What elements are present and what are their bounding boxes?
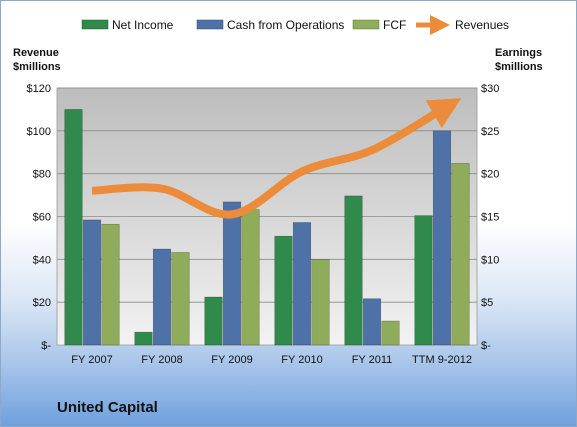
left-axis-ticks: $- $20 $40 $60 $80 $100 $120	[27, 83, 52, 352]
legend-label-fcf: FCF	[383, 18, 406, 32]
legend-swatch-fcf	[352, 19, 380, 30]
revenue-line	[91, 98, 462, 219]
bar-net-income	[344, 195, 363, 346]
category-label: FY 2010	[281, 354, 322, 366]
bar-cash-from-operations	[292, 222, 312, 346]
right-tick-label: $15	[481, 212, 499, 224]
category-label: FY 2007	[71, 354, 112, 366]
right-tick-label: $30	[481, 83, 499, 95]
category-labels: FY 2007 FY 2008 FY 2009 FY 2010 FY 2011 TTM 9…	[71, 354, 472, 366]
bars	[64, 109, 470, 346]
left-tick-label: $100	[27, 126, 51, 138]
legend-label-revenues: Revenues	[455, 18, 509, 32]
legend: Net Income Cash from Operations FCF Reve…	[81, 15, 509, 35]
left-axis-title-line1: Revenue	[13, 47, 59, 59]
left-tick-label: $80	[33, 169, 51, 181]
company-name: United Capital	[57, 399, 158, 416]
category-label: FY 2009	[211, 354, 252, 366]
right-tick-label: $25	[481, 126, 499, 138]
bar-fcf	[101, 223, 120, 346]
left-tick-label: $20	[33, 297, 51, 309]
bar-fcf	[381, 320, 400, 346]
legend-label-cash-from-operations: Cash from Operations	[227, 18, 344, 32]
right-axis-ticks: $- $5 $10 $15 $20 $25 $30	[481, 83, 499, 352]
legend-label-net-income: Net Income	[112, 18, 174, 32]
bar-cash-from-operations	[362, 298, 382, 346]
right-axis-title-line2: $millions	[495, 61, 543, 73]
left-tick-label: $-	[41, 340, 51, 352]
bar-fcf	[171, 252, 190, 346]
bar-cash-from-operations	[82, 219, 102, 346]
category-label: FY 2008	[141, 354, 182, 366]
bar-net-income	[204, 296, 223, 346]
legend-swatch-cash-from-operations	[196, 19, 224, 30]
revenue-line-group	[91, 98, 462, 219]
right-tick-label: $10	[481, 254, 499, 266]
left-tick-label: $60	[33, 212, 51, 224]
bar-net-income	[134, 331, 153, 346]
bar-fcf	[241, 209, 260, 346]
bar-net-income	[64, 109, 83, 346]
left-tick-label: $120	[27, 83, 51, 95]
category-label: TTM 9-2012	[412, 354, 472, 366]
bar-net-income	[414, 215, 433, 346]
left-axis-title-line2: $millions	[13, 61, 61, 73]
bar-net-income	[274, 235, 293, 346]
right-tick-label: $5	[481, 297, 493, 309]
right-tick-label: $-	[481, 340, 491, 352]
right-tick-label: $20	[481, 169, 499, 181]
bar-cash-from-operations	[432, 130, 452, 346]
bar-fcf	[451, 163, 470, 346]
bar-cash-from-operations	[152, 248, 172, 346]
bar-cash-from-operations	[222, 201, 242, 346]
left-tick-label: $40	[33, 254, 51, 266]
legend-swatch-net-income	[81, 19, 109, 30]
bar-fcf	[311, 259, 330, 346]
category-label: FY 2011	[352, 354, 393, 366]
right-axis-title-line1: Earnings	[495, 47, 542, 59]
